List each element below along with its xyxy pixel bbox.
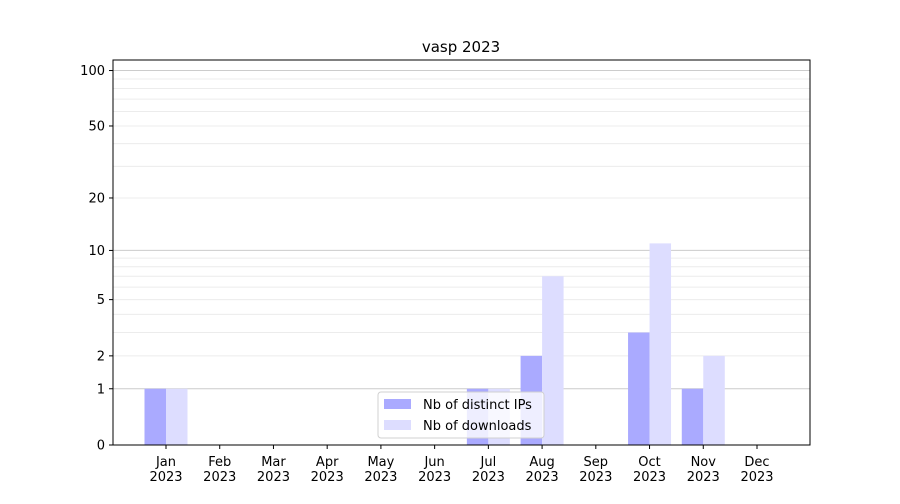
x-tick-label: Dec: [744, 455, 769, 470]
y-tick-label: 2: [97, 349, 105, 364]
legend-box: [377, 391, 545, 439]
y-tick-label: 100: [80, 64, 105, 79]
x-tick-label: 2023: [149, 470, 182, 485]
x-tick-label: Apr: [316, 455, 339, 470]
x-tick-label: 2023: [418, 470, 451, 485]
legend-swatch: [384, 420, 411, 430]
legend-label: Nb of downloads: [423, 419, 532, 434]
legend-swatch: [384, 399, 411, 409]
bar-distinct-ips: [681, 388, 704, 445]
x-tick-label: Jul: [480, 455, 497, 470]
x-tick-label: Jun: [423, 455, 444, 470]
x-tick-label: Jan: [155, 455, 176, 470]
x-tick-label: 2023: [364, 470, 397, 485]
x-tick-label: May: [367, 455, 394, 470]
plot-frame: [112, 59, 811, 446]
bar-downloads: [166, 388, 188, 445]
x-tick-label: Oct: [638, 455, 660, 470]
x-tick-label: 2023: [740, 470, 773, 485]
y-tick-label: 50: [88, 119, 105, 134]
x-tick-label: Sep: [584, 455, 609, 470]
bar-downloads: [649, 243, 672, 445]
bar-distinct-ips: [628, 332, 650, 445]
x-tick-label: 2023: [687, 470, 720, 485]
x-tick-label: 2023: [311, 470, 344, 485]
x-tick-label: 2023: [633, 470, 666, 485]
x-tick-label: 2023: [472, 470, 505, 485]
legend-label: Nb of distinct IPs: [423, 398, 532, 413]
y-tick-label: 20: [88, 191, 105, 206]
x-tick-label: 2023: [257, 470, 290, 485]
y-tick-label: 1: [97, 382, 105, 397]
chart-title: vasp 2023: [422, 38, 500, 56]
x-tick-label: Mar: [261, 455, 286, 470]
x-tick-label: Nov: [691, 455, 717, 470]
y-tick-label: 10: [88, 244, 105, 259]
bar-downloads: [703, 355, 725, 445]
x-tick-label: 2023: [203, 470, 236, 485]
bar-downloads: [542, 276, 564, 445]
x-tick-label: Feb: [208, 455, 231, 470]
x-tick-label: 2023: [579, 470, 612, 485]
bar-distinct-ips: [144, 388, 166, 445]
x-tick-label: Aug: [529, 455, 554, 470]
x-tick-label: 2023: [526, 470, 559, 485]
legend: Nb of distinct IPs Nb of downloads: [377, 391, 545, 439]
y-tick-label: 0: [97, 439, 105, 454]
y-tick-label: 5: [97, 293, 105, 308]
